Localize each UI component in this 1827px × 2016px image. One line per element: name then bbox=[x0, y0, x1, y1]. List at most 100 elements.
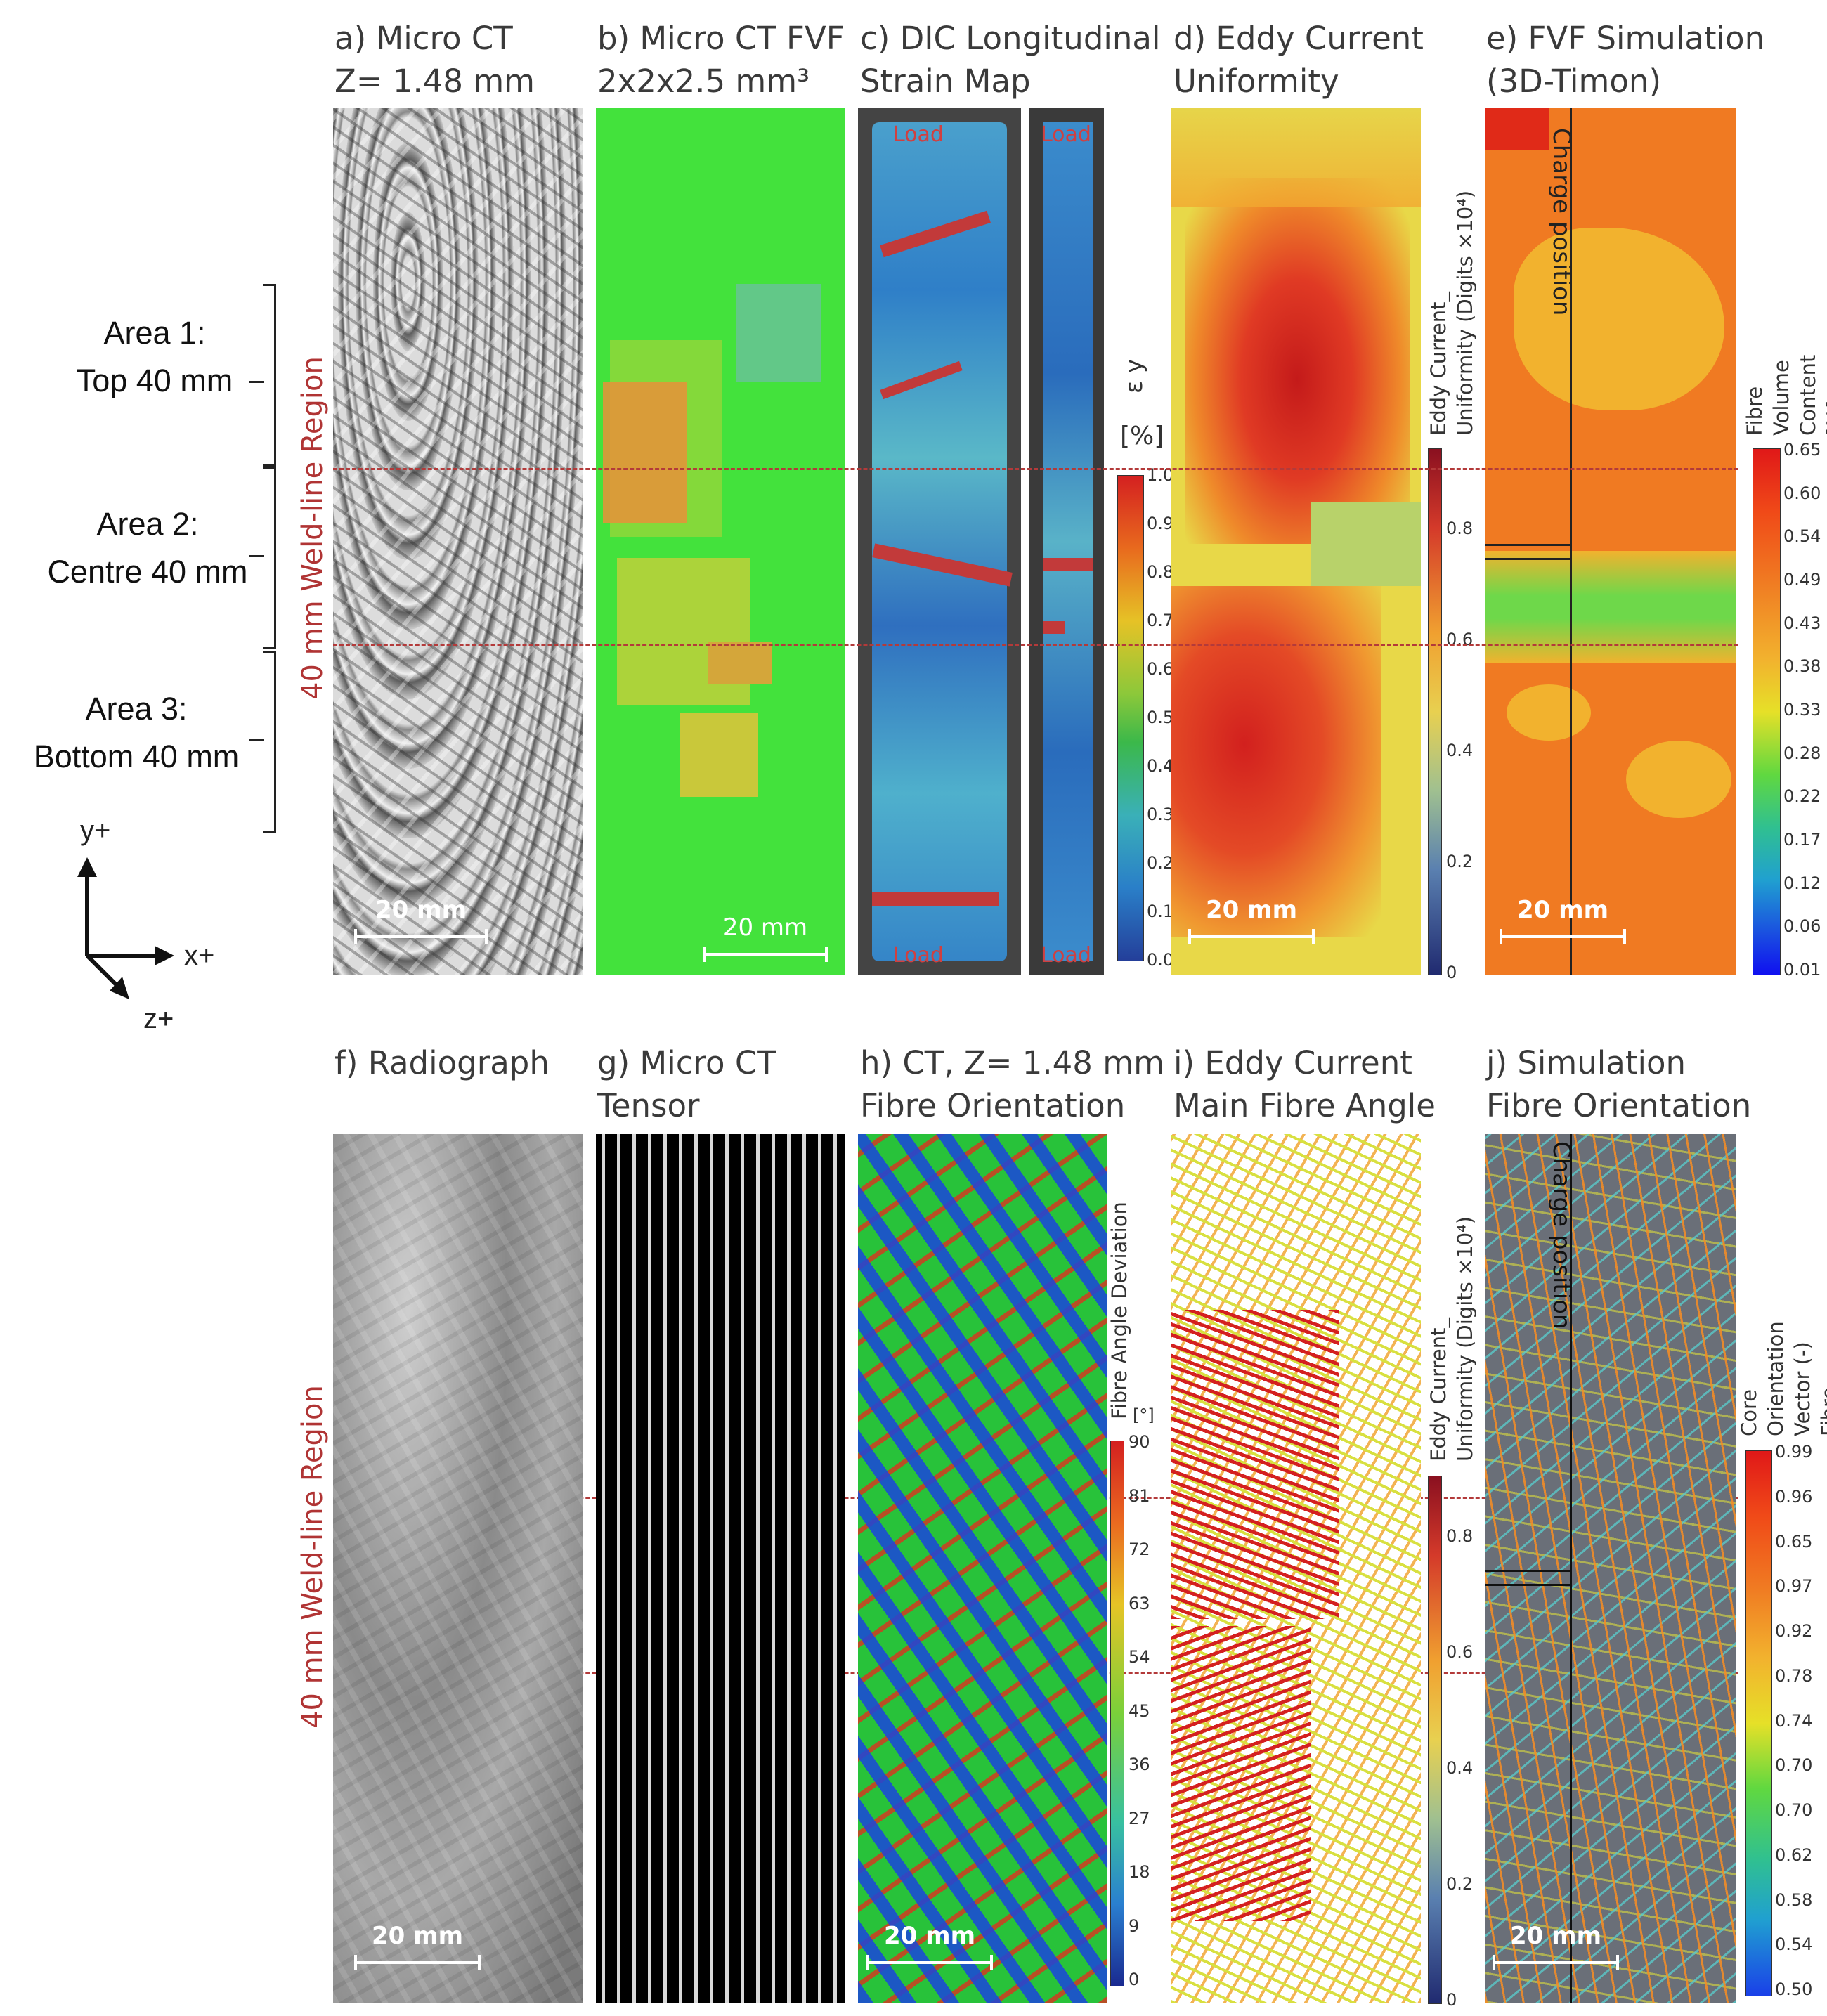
panel-title-a: a) Micro CT Z= 1.48 mm bbox=[334, 20, 535, 100]
colorbar-eddy_bottom-tick: 0.4 bbox=[1446, 1758, 1474, 1778]
colorbar-strain-tick: 0.0 bbox=[1147, 950, 1174, 970]
scale-label-h: 20 mm bbox=[883, 1922, 975, 1950]
colorbar-eddy_bottom-tick: 0.8 bbox=[1446, 1526, 1474, 1546]
fvf-simulation-map: Charge position 20 mm bbox=[1485, 108, 1736, 975]
simulation-fibre-orientation-map: Charge position 20 mm bbox=[1485, 1134, 1736, 2003]
scale-label-e: 20 mm bbox=[1516, 896, 1608, 924]
colorbar-eddy_bottom-tick: 0.6 bbox=[1446, 1642, 1474, 1662]
area-2-label: Area 2: Centre 40 mm bbox=[47, 506, 248, 590]
axes-triad-icon bbox=[77, 857, 174, 999]
colorbar-strain-tick: 0.8 bbox=[1147, 562, 1174, 582]
colorbar-orient-tick: 0.97 bbox=[1775, 1576, 1813, 1596]
panel-title-f: f) Radiograph bbox=[334, 1044, 550, 1081]
load-label-side-top: Load bbox=[1041, 122, 1091, 147]
colorbar-strain-title: ε y bbox=[1120, 358, 1148, 394]
colorbar-eddy_top-tick: 0.8 bbox=[1446, 519, 1474, 538]
colorbar-angle-tick: 9 bbox=[1129, 1916, 1140, 1936]
colorbar-angle-tick: 18 bbox=[1129, 1862, 1150, 1882]
colorbar-fvf-tick: 0.28 bbox=[1783, 743, 1821, 763]
panel-title-e: e) FVF Simulation (3D-Timon) bbox=[1486, 20, 1765, 100]
colorbar-fvf-tick: 0.43 bbox=[1783, 613, 1821, 633]
panel-title-d: d) Eddy Current Uniformity bbox=[1173, 20, 1424, 100]
colorbar-orient-tick: 0.50 bbox=[1775, 1979, 1813, 1999]
colorbar-angle-unit: [°] bbox=[1133, 1405, 1155, 1425]
colorbar-fvf-tick: 0.06 bbox=[1783, 916, 1821, 937]
colorbar-fvf-tick: 0.38 bbox=[1783, 656, 1821, 677]
load-label-side-bottom: Load bbox=[1041, 943, 1091, 968]
colorbar-orient-tick: 0.99 bbox=[1775, 1442, 1813, 1462]
colorbar-orient-tick: 0.92 bbox=[1775, 1621, 1813, 1641]
weld-line-region-label-top: 40 mm Weld-line Region bbox=[297, 356, 329, 700]
colorbar-eddy-top-title: Eddy Current_ Uniformity (Digits ×10⁴) bbox=[1426, 190, 1477, 436]
colorbar-strain-tick: 0.5 bbox=[1147, 708, 1174, 727]
colorbar-angle-title: Fibre Angle Deviation bbox=[1107, 1202, 1131, 1419]
colorbar-angle-tick: 81 bbox=[1129, 1485, 1150, 1506]
colorbar-fvf-title: Fibre Volume Content [%] bbox=[1743, 354, 1827, 436]
panel-title-i: i) Eddy Current Main Fibre Angle bbox=[1173, 1044, 1436, 1124]
colorbar-strain-tick: 0.9 bbox=[1147, 514, 1174, 533]
colorbar-angle-tick: 36 bbox=[1129, 1755, 1150, 1774]
colorbar-eddy_top-tick: 0 bbox=[1446, 963, 1457, 982]
colorbar-strain-tick: 0.3 bbox=[1147, 805, 1174, 824]
colorbar-orient-tick: 0.70 bbox=[1775, 1800, 1813, 1820]
load-label-top: Load bbox=[893, 122, 944, 147]
colorbar-fvf-tick: 0.22 bbox=[1783, 786, 1821, 807]
micro-ct-fvf-map: 20 mm bbox=[596, 108, 845, 975]
colorbar-strain-unit: [%] bbox=[1120, 422, 1164, 450]
colorbar-eddy_top-tick: 0.2 bbox=[1446, 852, 1474, 871]
colorbar-fvf-tick: 0.60 bbox=[1783, 483, 1821, 503]
colorbar-fvf-tick: 0.65 bbox=[1783, 440, 1821, 460]
weld-line-top-row-lower bbox=[333, 644, 1738, 646]
colorbar-fvf-tick: 0.54 bbox=[1783, 526, 1821, 547]
area-3-bracket bbox=[263, 651, 276, 833]
colorbar-orient-tick: 0.70 bbox=[1775, 1755, 1813, 1776]
colorbar-angle-tick: 54 bbox=[1129, 1647, 1150, 1667]
colorbar-eddy_bottom-tick: 0 bbox=[1446, 1990, 1457, 2010]
colorbar-strain-tick: 0.1 bbox=[1147, 902, 1174, 921]
colorbar-angle-tick: 63 bbox=[1129, 1593, 1150, 1613]
area-1-bracket bbox=[263, 284, 276, 467]
load-label-bottom: Load bbox=[893, 943, 944, 968]
colorbar-strain-tick: 0.2 bbox=[1147, 853, 1174, 873]
axis-z-label: z+ bbox=[143, 1003, 174, 1034]
charge-position-label-e: Charge position bbox=[1547, 128, 1575, 316]
panel-title-h: h) CT, Z= 1.48 mm Fibre Orientation bbox=[860, 1044, 1164, 1124]
colorbar-orient-tick: 0.78 bbox=[1775, 1665, 1813, 1686]
colorbar-eddy_top-tick: 0.6 bbox=[1446, 630, 1474, 649]
weld-line-top-row-upper bbox=[333, 468, 1738, 470]
axis-y-label: y+ bbox=[80, 815, 111, 846]
colorbar-eddy_top-tick: 0.4 bbox=[1446, 741, 1474, 760]
ct-fibre-orientation-map: 20 mm bbox=[858, 1134, 1107, 2003]
colorbar-orient-tick: 0.58 bbox=[1775, 1890, 1813, 1910]
axis-x-label: x+ bbox=[184, 940, 215, 971]
colorbar-orient-tick: 0.54 bbox=[1775, 1934, 1813, 1955]
colorbar-fvf-tick: 0.17 bbox=[1783, 830, 1821, 850]
panel-title-j: j) Simulation Fibre Orientation bbox=[1486, 1044, 1752, 1124]
colorbar-orient-tick: 0.62 bbox=[1775, 1845, 1813, 1865]
colorbar-angle-tick: 45 bbox=[1129, 1700, 1150, 1721]
scale-label-j: 20 mm bbox=[1509, 1922, 1601, 1950]
colorbar-strain-tick: 0.7 bbox=[1147, 611, 1174, 630]
radiograph-image: 20 mm bbox=[333, 1134, 583, 2003]
weld-line-region-label-bottom: 40 mm Weld-line Region bbox=[297, 1385, 329, 1729]
colorbar-strain-tick: 0.4 bbox=[1147, 756, 1174, 776]
colorbar-eddy_bottom-tick: 0.2 bbox=[1446, 1874, 1474, 1894]
colorbar-orient-tick: 0.96 bbox=[1775, 1486, 1813, 1507]
area-1-label: Area 1: Top 40 mm bbox=[76, 315, 233, 398]
colorbar-fvf-tick: 0.01 bbox=[1783, 960, 1821, 980]
panel-title-c: c) DIC Longitudinal Strain Map bbox=[860, 20, 1161, 100]
dic-strain-map-side: Load Load bbox=[1029, 108, 1104, 975]
eddy-current-uniformity-map: 20 mm bbox=[1171, 108, 1421, 975]
colorbar-orientation-title: Core Orientation Vector (-) Fibre bbox=[1737, 1321, 1827, 1436]
colorbar-angle-tick: 72 bbox=[1129, 1540, 1150, 1559]
dic-strain-map-front: Load Load bbox=[858, 108, 1021, 975]
micro-ct-image: 20 mm bbox=[333, 108, 583, 975]
charge-position-label-j: Charge position bbox=[1547, 1141, 1575, 1329]
colorbar-orient-tick: 0.74 bbox=[1775, 1710, 1813, 1731]
colorbar-angle-tick: 27 bbox=[1129, 1808, 1150, 1828]
scale-label-a: 20 mm bbox=[375, 896, 467, 924]
colorbar-eddy-bottom-title: Eddy Current_ Uniformity (Digits ×10⁴) bbox=[1426, 1216, 1477, 1462]
panel-title-b: b) Micro CT FVF 2x2x2.5 mm³ bbox=[597, 20, 845, 100]
colorbar-fvf-tick: 0.12 bbox=[1783, 873, 1821, 893]
micro-ct-tensor-map bbox=[596, 1134, 845, 2003]
